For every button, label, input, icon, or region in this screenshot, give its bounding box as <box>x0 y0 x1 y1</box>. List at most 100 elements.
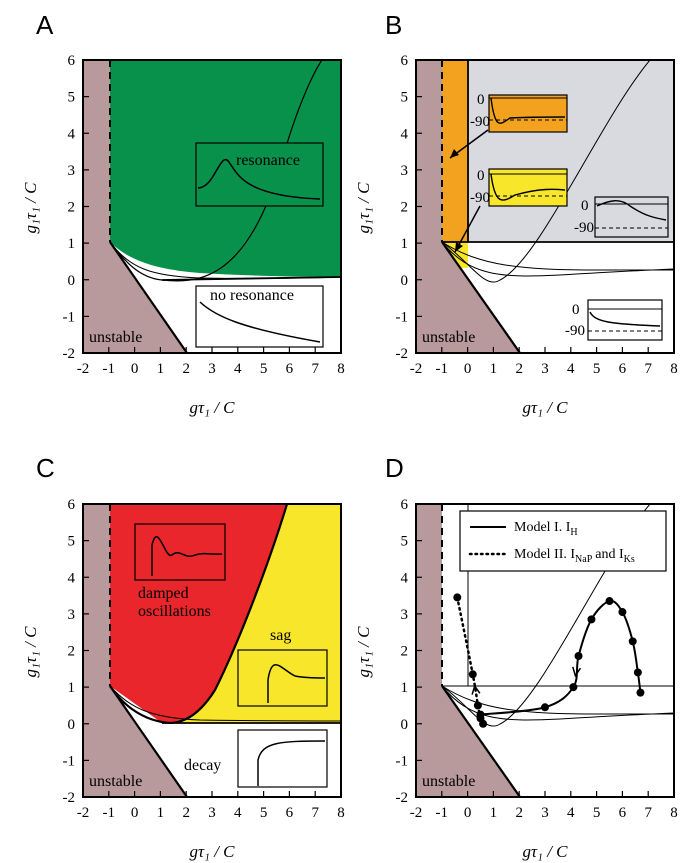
panel-b-ytick-label: 0 <box>401 273 409 289</box>
panel-d-series-1-point <box>605 597 614 606</box>
panel-a-resonance-inset-curve <box>197 158 321 200</box>
panel-c-ytick-label: 5 <box>68 534 76 550</box>
panel-d-ytick-label: -2 <box>396 790 409 806</box>
panel-a-xtick-label: 8 <box>337 361 345 377</box>
panel-a-xtick-label: 5 <box>260 361 268 377</box>
panel-a-stability-line <box>109 241 188 353</box>
panel-b-xlabel: gτ₁ / C <box>522 398 568 417</box>
panel-a-ytick-label: 0 <box>68 273 76 289</box>
panel-d-xtick-label: 4 <box>567 805 575 821</box>
panel-d-legend-entry-2: Model II. INaP and IKs <box>514 547 635 565</box>
panel-a-xtick-label: 3 <box>208 361 216 377</box>
panel-a-resonance-label: resonance <box>236 152 300 169</box>
panel-a-ytick-label: -1 <box>63 309 76 325</box>
panel-b-inset-yellow-minus90-label: -90 <box>470 190 490 206</box>
panel-d-series-1-point <box>569 683 578 692</box>
panel-b-ylabel: g₁τ₁ / C <box>354 182 373 234</box>
panel-d-series <box>453 593 645 728</box>
panel-d-series-1-point <box>628 637 637 646</box>
panel-c-decay-label: decay <box>184 757 221 774</box>
panel-c-ytick-label: 2 <box>68 644 76 660</box>
panel-b-inset-yellow-zero-label: 0 <box>477 168 485 184</box>
panel-b-inset-orange-curve <box>490 97 566 124</box>
panel-b-yticks: -2 -1 0 1 2 3 4 5 6 <box>396 53 422 362</box>
panel-b-inset-gray-minus90-label: -90 <box>574 220 594 236</box>
panel-a-resonance-inset <box>195 142 324 207</box>
panel-d-xtick-label: 3 <box>541 805 549 821</box>
panel-a-xtick-label: -1 <box>103 361 116 377</box>
panel-b-xtick-label: 5 <box>593 361 601 377</box>
panel-b-label: B <box>385 10 402 40</box>
panel-c: C damped oscillations sag decay unstable… <box>21 453 345 861</box>
panel-a-bold-curve <box>161 276 341 281</box>
panel-a-ylabel: g₁τ₁ / C <box>21 182 40 234</box>
panel-d-series-1-point <box>618 608 627 617</box>
panel-a-ytick-label: 4 <box>68 126 76 142</box>
panel-c-oscillation-inset <box>134 523 226 581</box>
panel-d-xtick-label: 5 <box>593 805 601 821</box>
panel-b-xtick-label: 3 <box>541 361 549 377</box>
panel-d-xtick-label: 1 <box>490 805 498 821</box>
panel-c-unstable-label: unstable <box>89 773 142 790</box>
panel-a-no-resonance-label: no resonance <box>210 287 294 304</box>
panel-b-arrowhead-1 <box>450 149 459 158</box>
panel-c-xtick-label: 1 <box>157 805 165 821</box>
panel-c-damped-label: damped <box>138 585 189 602</box>
panel-d-xtick-label: -2 <box>410 805 423 821</box>
panel-a-xtick-label: 0 <box>131 361 139 377</box>
panel-d-xtick-label: 2 <box>515 805 523 821</box>
panel-b-ytick-label: 2 <box>401 200 409 216</box>
panel-a-ytick-label: 3 <box>68 163 76 179</box>
panel-c-ytick-label: 3 <box>68 607 76 623</box>
panel-b-xtick-label: 6 <box>619 361 627 377</box>
panel-a-xtick-label: -2 <box>77 361 90 377</box>
panel-b-ytick-label: 5 <box>401 90 409 106</box>
panel-a-white-boundary <box>109 60 323 282</box>
panel-c-ytick-label: -2 <box>63 790 76 806</box>
panel-b-xtick-label: 0 <box>464 361 472 377</box>
panel-c-decay-inset-curve <box>257 740 326 786</box>
panel-c-xtick-label: -2 <box>77 805 90 821</box>
panel-d-ylabel: g₁τ₁ / C <box>354 626 373 678</box>
panel-c-thin-curve <box>109 685 341 722</box>
panel-a-no-resonance-inset-curve <box>199 301 321 343</box>
panel-a-xtick-label: 6 <box>286 361 294 377</box>
panel-d-xtick-label: 7 <box>644 805 652 821</box>
panel-c-ytick-label: 1 <box>68 680 76 696</box>
panel-b-inset-white-zero-label: 0 <box>572 302 580 318</box>
panel-b-ytick-label: -2 <box>396 346 409 362</box>
panel-d-series-1-point <box>587 615 596 624</box>
panel-d-series-1-point <box>541 703 549 712</box>
panel-b-inset-orange-zero-label: 0 <box>477 92 485 108</box>
panel-d-label: D <box>385 453 404 483</box>
panel-d-series-2-point <box>468 670 477 679</box>
panel-d-stability-line <box>441 685 521 797</box>
panel-b-xticks: -2 -1 0 1 2 3 4 5 6 7 8 <box>410 347 678 377</box>
panel-c-label: C <box>36 453 55 483</box>
panel-d-ytick-label: 4 <box>401 570 409 586</box>
panel-d: D Model I. IH Model II. INaP and IKs unst… <box>354 453 678 861</box>
panel-a-xlabel: gτ₁ / C <box>189 398 235 417</box>
panel-c-red-boundary <box>109 504 289 724</box>
panel-a-xtick-label: 7 <box>311 361 319 377</box>
panel-d-legend <box>459 510 667 572</box>
panel-d-ytick-label: 2 <box>401 644 409 660</box>
panel-a-unstable-label: unstable <box>89 329 142 346</box>
panel-d-series-1-point <box>636 688 645 697</box>
panel-b-parabola <box>441 60 651 283</box>
panel-b-curve-1 <box>441 241 674 277</box>
panel-d-ytick-label: 5 <box>401 534 409 550</box>
panel-c-sag-label: sag <box>270 627 291 644</box>
panel-b-inset-orange-minus90-label: -90 <box>470 114 490 130</box>
panel-b-xtick-label: 2 <box>515 361 523 377</box>
panel-a-xticks: -2 -1 0 1 2 3 4 5 6 7 8 <box>77 347 345 377</box>
panel-c-stability-line <box>109 685 188 797</box>
panel-a-ytick-label: 6 <box>68 53 76 69</box>
panel-b-arrowhead-2 <box>455 242 463 252</box>
panel-b-inset-white-minus90-label: -90 <box>565 323 585 339</box>
panel-b-ytick-label: 6 <box>401 53 409 69</box>
panel-c-ytick-label: -1 <box>63 753 76 769</box>
panel-b-inset-gray-zero-label: 0 <box>581 198 589 214</box>
panel-d-series-2-point <box>479 719 488 728</box>
